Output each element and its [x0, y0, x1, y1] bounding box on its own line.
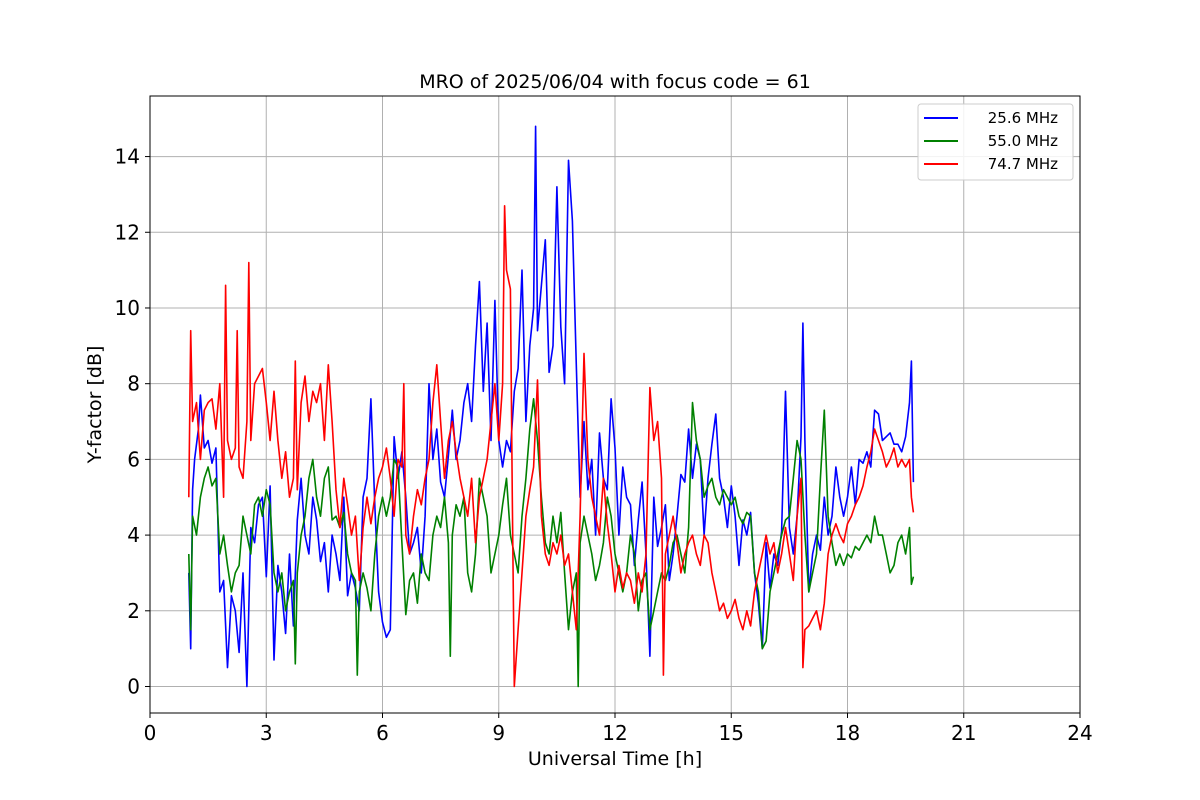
x-tick-label: 24: [1067, 721, 1092, 745]
legend-label: 55.0 MHz: [988, 132, 1058, 150]
x-axis-label: Universal Time [h]: [528, 748, 702, 770]
series-line-1: [188, 398, 915, 688]
legend-box: [917, 103, 1074, 181]
legend-label: 74.7 MHz: [988, 155, 1058, 173]
plot-series: [188, 125, 915, 688]
x-tick-label: 9: [492, 721, 505, 745]
x-tick-label: 0: [144, 721, 157, 745]
y-tick-label: 10: [115, 296, 140, 320]
y-tick-label: 12: [115, 220, 140, 244]
y-tick-label: 4: [127, 523, 140, 547]
y-axis-label: Y-factor [dB]: [84, 346, 106, 465]
y-tick-label: 14: [115, 145, 140, 169]
legend: 25.6 MHz 55.0 MHz 74.7 MHz: [917, 103, 1074, 181]
x-tick-label: 15: [719, 721, 744, 745]
y-tick-label: 6: [127, 447, 140, 471]
y-tick-label: 2: [127, 599, 140, 623]
x-tick-label: 6: [376, 721, 389, 745]
x-tick-label: 18: [835, 721, 860, 745]
series-line-2: [188, 205, 915, 688]
legend-label: 25.6 MHz: [988, 109, 1058, 127]
y-tick-label: 0: [127, 675, 140, 699]
chart-title: MRO of 2025/06/04 with focus code = 61: [419, 71, 811, 93]
x-tick-label: 3: [260, 721, 273, 745]
x-tick-label: 12: [602, 721, 627, 745]
x-tick-label: 21: [951, 721, 976, 745]
y-tick-label: 8: [127, 372, 140, 396]
